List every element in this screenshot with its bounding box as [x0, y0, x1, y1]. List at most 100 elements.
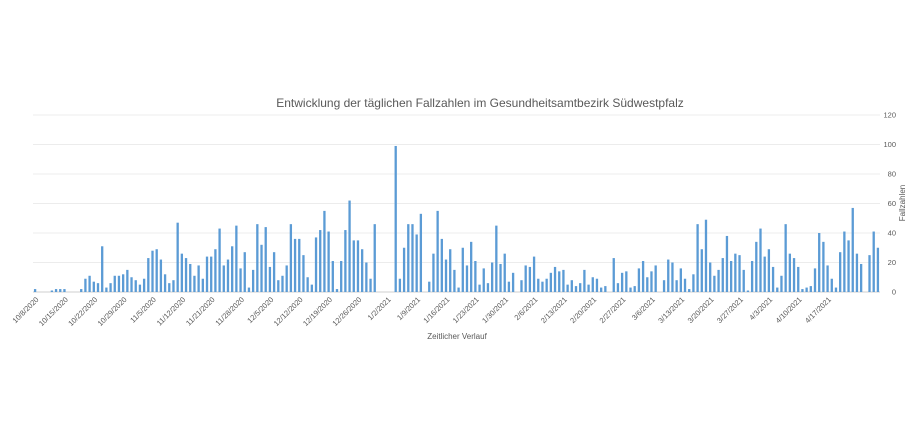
- bar: [193, 275, 196, 292]
- x-tick-label: 12/26/2020: [330, 295, 363, 328]
- bar: [101, 246, 104, 292]
- bar: [625, 271, 628, 292]
- bar: [700, 249, 703, 292]
- bar: [545, 278, 548, 292]
- bar: [679, 268, 682, 292]
- bar: [323, 210, 326, 293]
- x-tick-label: 11/21/2020: [184, 295, 217, 328]
- bar: [176, 222, 179, 292]
- bar: [231, 246, 234, 292]
- bar: [482, 268, 485, 292]
- bar: [201, 278, 204, 292]
- bar: [692, 274, 695, 292]
- bar: [172, 280, 175, 292]
- bar: [671, 262, 674, 292]
- x-tick-label: 3/20/2021: [686, 295, 716, 325]
- bar: [742, 269, 745, 293]
- bar: [822, 241, 825, 292]
- bar: [847, 240, 850, 293]
- bar: [319, 230, 322, 292]
- bar: [63, 289, 66, 292]
- bar: [566, 284, 569, 293]
- x-tick-label: 3/27/2021: [715, 295, 745, 325]
- bar: [327, 231, 330, 292]
- bar: [507, 281, 511, 292]
- bar: [298, 238, 301, 292]
- x-tick-label: 1/2/2021: [366, 295, 393, 322]
- bar: [147, 258, 150, 292]
- bar: [130, 277, 133, 292]
- bar: [310, 284, 313, 293]
- bar: [159, 259, 163, 292]
- bar: [662, 280, 666, 292]
- bar: [696, 224, 699, 292]
- bar: [289, 224, 293, 292]
- bar: [470, 241, 473, 292]
- bar: [750, 261, 754, 292]
- bar: [616, 283, 620, 292]
- bar: [641, 261, 645, 292]
- bar: [33, 289, 37, 292]
- bar: [348, 200, 351, 292]
- bar: [436, 210, 439, 293]
- bar: [352, 240, 355, 293]
- bar: [721, 258, 724, 292]
- y-axis-title: Fallzahlen: [898, 185, 907, 221]
- bar: [637, 268, 641, 292]
- bar: [738, 255, 741, 293]
- bar: [688, 289, 691, 292]
- bar: [767, 249, 771, 292]
- x-tick-label: 3/6/2021: [630, 295, 657, 322]
- y-tick-label: 20: [888, 258, 896, 267]
- bar: [264, 227, 267, 292]
- bar: [361, 249, 364, 292]
- bar: [876, 247, 880, 292]
- x-tick-label: 2/20/2021: [568, 295, 598, 325]
- bar: [851, 207, 854, 292]
- bar: [243, 252, 246, 292]
- bar: [755, 241, 758, 292]
- bar: [562, 269, 565, 293]
- bar: [646, 277, 649, 292]
- bar: [604, 286, 607, 292]
- x-tick-label: 3/13/2021: [656, 295, 686, 325]
- x-tick-label: 12/12/2020: [272, 295, 305, 328]
- bar: [713, 275, 716, 292]
- bar: [444, 259, 448, 292]
- bar: [826, 265, 829, 292]
- bar: [151, 250, 154, 292]
- y-tick-label: 60: [888, 199, 896, 208]
- bar: [411, 224, 414, 292]
- bar: [268, 266, 272, 292]
- bar: [428, 281, 431, 292]
- bar: [474, 261, 477, 292]
- bar: [105, 287, 108, 292]
- bar: [453, 269, 456, 293]
- bar: [587, 284, 590, 293]
- bar: [461, 247, 464, 292]
- bar: [574, 286, 578, 292]
- bar: [449, 249, 452, 292]
- bar: [558, 271, 561, 292]
- bar: [629, 287, 632, 292]
- bar: [654, 265, 657, 292]
- bar: [792, 258, 796, 292]
- x-axis-title: Zeitlicher Verlauf: [427, 332, 487, 341]
- x-tick-label: 1/30/2021: [480, 295, 510, 325]
- bar: [872, 231, 875, 292]
- x-tick-label: 2/13/2021: [539, 295, 569, 325]
- bar: [612, 258, 615, 292]
- bar: [729, 261, 733, 292]
- bar: [788, 253, 792, 292]
- bar: [218, 228, 221, 292]
- bar: [549, 272, 552, 292]
- bar: [356, 240, 360, 293]
- bar: [226, 259, 230, 292]
- x-tick-label: 12/19/2020: [301, 295, 334, 328]
- x-tick-label: 12/5/2020: [245, 295, 275, 325]
- bar: [285, 265, 288, 292]
- bar: [314, 237, 318, 292]
- x-tick-label: 10/15/2020: [37, 295, 70, 328]
